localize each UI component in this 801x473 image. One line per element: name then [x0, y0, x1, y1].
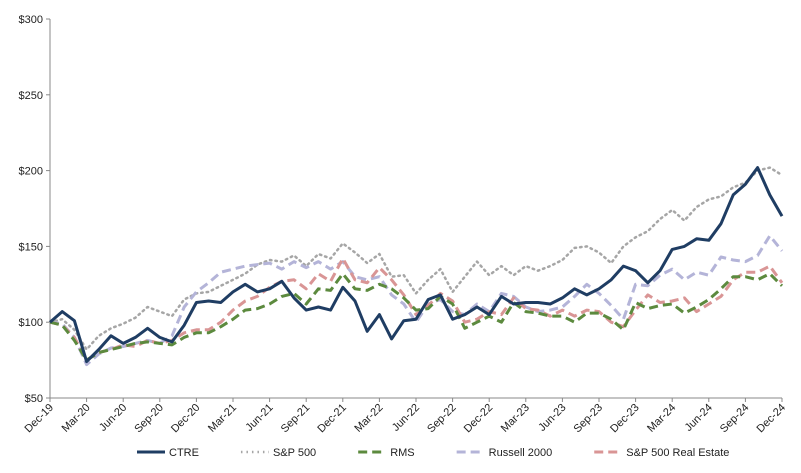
x-tick-label: Sep-20	[132, 402, 166, 436]
x-tick-label: Mar-24	[645, 402, 678, 435]
x-tick-label: Dec-20	[169, 402, 203, 436]
x-tick-label: Mar-20	[60, 402, 93, 435]
legend-label: CTRE	[169, 447, 199, 459]
x-tick-label: Dec-24	[755, 402, 789, 436]
legend-label: S&P 500	[273, 447, 316, 459]
series-line	[49, 166, 784, 364]
x-tick-label: Sep-24	[718, 402, 752, 436]
x-tick-label: Dec-23	[608, 402, 642, 436]
series-line	[49, 234, 784, 367]
series-line	[49, 272, 784, 362]
x-tick-label: Mar-21	[206, 402, 239, 435]
x-tick-label: Dec-21	[315, 402, 349, 436]
x-tick-label: Jun-21	[243, 402, 275, 434]
x-tick-label: Jun-23	[536, 402, 568, 434]
y-tick-label: $250	[19, 90, 43, 102]
x-tick-label: Jun-22	[390, 402, 422, 434]
x-tick-label: Dec-19	[23, 402, 57, 436]
x-tick-label: Sep-23	[572, 402, 606, 436]
x-tick-label: Mar-22	[352, 402, 385, 435]
y-tick-label: $100	[19, 317, 43, 329]
series-line	[48, 166, 784, 351]
y-tick-label: $200	[19, 166, 43, 178]
y-tick-label: $50	[25, 393, 43, 405]
x-tick-label: Jun-24	[683, 402, 715, 434]
x-tick-label: Dec-22	[462, 402, 496, 436]
x-tick-label: Jun-20	[97, 402, 129, 434]
legend-label: RMS	[390, 447, 414, 459]
y-tick-label: $300	[19, 14, 43, 26]
legend-label: Russell 2000	[489, 447, 553, 459]
x-tick-label: Sep-22	[425, 402, 459, 436]
legend-label: S&P 500 Real Estate	[626, 447, 729, 459]
x-tick-label: Mar-23	[499, 402, 532, 435]
x-tick-label: Sep-21	[279, 402, 313, 436]
y-tick-label: $150	[19, 241, 43, 253]
